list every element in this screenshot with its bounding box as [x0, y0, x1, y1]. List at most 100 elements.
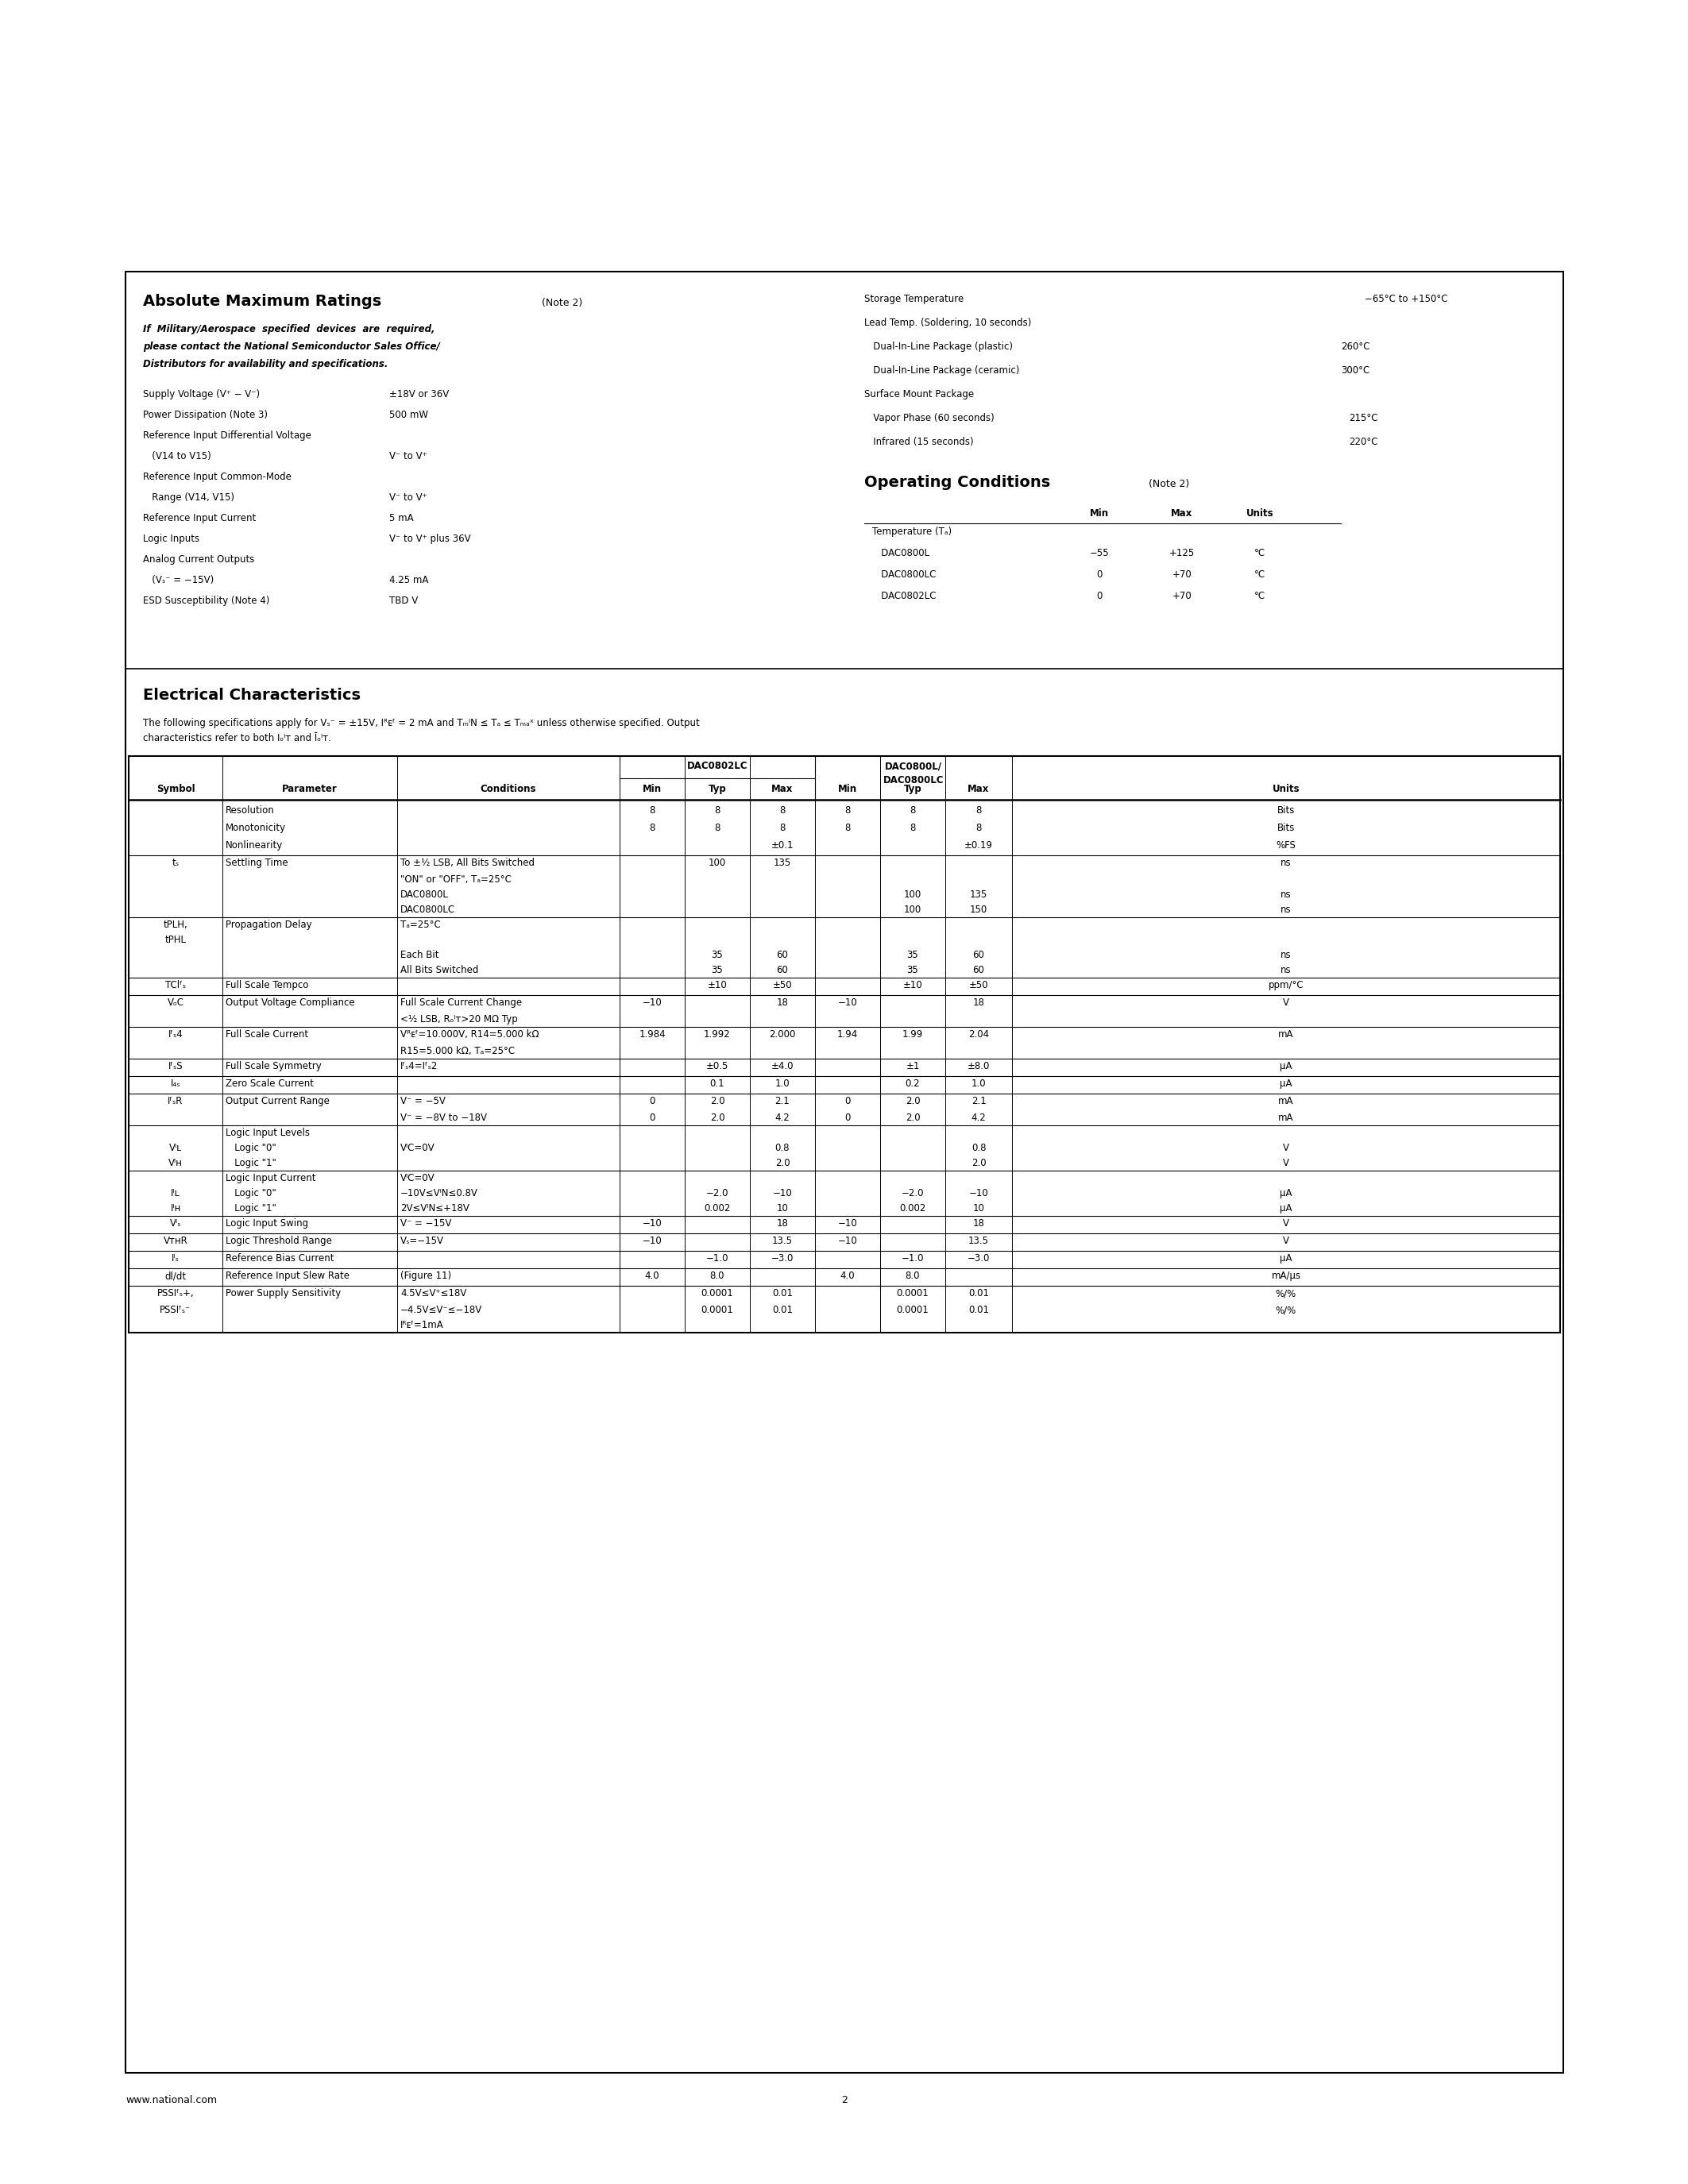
Text: 8: 8 — [650, 823, 655, 832]
Text: Output Voltage Compliance: Output Voltage Compliance — [226, 998, 354, 1007]
Text: μA: μA — [1280, 1061, 1293, 1072]
Text: 0: 0 — [650, 1096, 655, 1107]
Text: IᶠₛR: IᶠₛR — [167, 1096, 184, 1107]
Text: The following specifications apply for Vₛ⁻ = ±15V, Iᴿᴇᶠ = 2 mA and TₘᴵΝ ≤ Tₐ ≤ T: The following specifications apply for V… — [143, 719, 699, 727]
Text: mA: mA — [1278, 1112, 1293, 1123]
Text: ns: ns — [1281, 904, 1291, 915]
Text: V⁻ to V⁺ plus 36V: V⁻ to V⁺ plus 36V — [390, 533, 471, 544]
Text: Power Dissipation (Note 3): Power Dissipation (Note 3) — [143, 411, 268, 419]
Text: −2.0: −2.0 — [706, 1188, 729, 1199]
Text: μA: μA — [1280, 1079, 1293, 1090]
Text: DAC0802LC: DAC0802LC — [873, 592, 937, 601]
Text: 100: 100 — [709, 858, 726, 867]
Text: Units: Units — [1273, 784, 1300, 795]
Text: ±4.0: ±4.0 — [771, 1061, 793, 1072]
Text: 2.1: 2.1 — [775, 1096, 790, 1107]
Text: Reference Input Differential Voltage: Reference Input Differential Voltage — [143, 430, 311, 441]
Text: Storage Temperature: Storage Temperature — [864, 295, 964, 304]
Text: Iᴵʜ: Iᴵʜ — [170, 1203, 181, 1214]
Text: 1.984: 1.984 — [638, 1029, 665, 1040]
Text: ±50: ±50 — [969, 981, 989, 989]
Text: °C: °C — [1254, 570, 1266, 579]
Text: Iᴵₛ: Iᴵₛ — [172, 1254, 179, 1265]
Text: 100: 100 — [903, 904, 922, 915]
Text: If  Military/Aerospace  specified  devices  are  required,: If Military/Aerospace specified devices … — [143, 323, 436, 334]
Text: ns: ns — [1281, 950, 1291, 961]
Text: 0.8: 0.8 — [775, 1142, 790, 1153]
Text: Max: Max — [771, 784, 793, 795]
Text: −55: −55 — [1090, 548, 1109, 559]
Text: Logic Threshold Range: Logic Threshold Range — [226, 1236, 333, 1247]
Text: 2.0: 2.0 — [711, 1112, 724, 1123]
Text: 2.000: 2.000 — [770, 1029, 795, 1040]
Text: −1.0: −1.0 — [706, 1254, 729, 1265]
Text: μA: μA — [1280, 1203, 1293, 1214]
Text: ±0.19: ±0.19 — [964, 841, 993, 850]
Text: ppm/°C: ppm/°C — [1268, 981, 1303, 989]
Text: 0: 0 — [844, 1112, 851, 1123]
Text: tₛ: tₛ — [172, 858, 179, 867]
Text: "ON" or "OFF", Tₐ=25°C: "ON" or "OFF", Tₐ=25°C — [400, 874, 511, 885]
Text: 13.5: 13.5 — [969, 1236, 989, 1247]
Text: Full Scale Current: Full Scale Current — [226, 1029, 309, 1040]
Text: Vᴵʜ: Vᴵʜ — [169, 1158, 182, 1168]
Text: Iᶠₛ4: Iᶠₛ4 — [169, 1029, 182, 1040]
Text: (V14 to V15): (V14 to V15) — [143, 452, 211, 461]
Text: R15=5.000 kΩ, Tₐ=25°C: R15=5.000 kΩ, Tₐ=25°C — [400, 1046, 515, 1057]
Text: 0.0001: 0.0001 — [896, 1289, 928, 1299]
Text: DAC0800LC: DAC0800LC — [873, 570, 937, 579]
Text: please contact the National Semiconductor Sales Office/: please contact the National Semiconducto… — [143, 341, 441, 352]
Text: V⁻ to V⁺: V⁻ to V⁺ — [390, 491, 427, 502]
Text: 2: 2 — [841, 2094, 847, 2105]
Text: (Note 2): (Note 2) — [1148, 478, 1190, 489]
Text: Nonlinearity: Nonlinearity — [226, 841, 284, 850]
Text: Max: Max — [1171, 509, 1193, 518]
Text: Symbol: Symbol — [157, 784, 194, 795]
Text: Distributors for availability and specifications.: Distributors for availability and specif… — [143, 358, 388, 369]
Text: Typ: Typ — [709, 784, 726, 795]
Text: 2.0: 2.0 — [905, 1096, 920, 1107]
Text: 8.0: 8.0 — [905, 1271, 920, 1282]
Text: 18: 18 — [776, 1219, 788, 1230]
Text: Min: Min — [643, 784, 662, 795]
Text: 0.2: 0.2 — [905, 1079, 920, 1090]
Text: Supply Voltage (V⁺ − V⁻): Supply Voltage (V⁺ − V⁻) — [143, 389, 260, 400]
Text: Full Scale Symmetry: Full Scale Symmetry — [226, 1061, 321, 1072]
Text: 4.5V≤V⁺≤18V: 4.5V≤V⁺≤18V — [400, 1289, 466, 1299]
Text: 8: 8 — [714, 806, 721, 815]
Text: Temperature (Tₐ): Temperature (Tₐ) — [873, 526, 952, 537]
Text: Zero Scale Current: Zero Scale Current — [226, 1079, 314, 1090]
Text: −10: −10 — [837, 1236, 858, 1247]
Text: Tₐ=25°C: Tₐ=25°C — [400, 919, 441, 930]
Text: ±8.0: ±8.0 — [967, 1061, 989, 1072]
Text: 220°C: 220°C — [1349, 437, 1377, 448]
Text: ±18V or 36V: ±18V or 36V — [390, 389, 449, 400]
Text: (Figure 11): (Figure 11) — [400, 1271, 451, 1282]
Text: −4.5V≤V⁻≤−18V: −4.5V≤V⁻≤−18V — [400, 1304, 483, 1315]
Text: DAC0800L/: DAC0800L/ — [885, 760, 942, 771]
Text: Logic "1": Logic "1" — [226, 1158, 277, 1168]
Text: DAC0800LC: DAC0800LC — [400, 904, 456, 915]
Text: 1.94: 1.94 — [837, 1029, 858, 1040]
Text: 1.0: 1.0 — [971, 1079, 986, 1090]
Text: −3.0: −3.0 — [771, 1254, 793, 1265]
Text: mA/μs: mA/μs — [1271, 1271, 1301, 1282]
Text: 2V≤VᴵΝ≤+18V: 2V≤VᴵΝ≤+18V — [400, 1203, 469, 1214]
Text: −10: −10 — [837, 998, 858, 1007]
Bar — [125, 271, 1563, 2073]
Text: 8: 8 — [780, 806, 785, 815]
Text: 60: 60 — [776, 950, 788, 961]
Text: 4.2: 4.2 — [775, 1112, 790, 1123]
Text: ±0.5: ±0.5 — [706, 1061, 729, 1072]
Text: 10: 10 — [972, 1203, 984, 1214]
Text: 1.99: 1.99 — [903, 1029, 923, 1040]
Text: 18: 18 — [972, 1219, 984, 1230]
Text: 8: 8 — [844, 823, 851, 832]
Text: μA: μA — [1280, 1254, 1293, 1265]
Text: DAC0800L: DAC0800L — [873, 548, 930, 559]
Text: −10: −10 — [643, 1236, 662, 1247]
Text: VₒC: VₒC — [167, 998, 184, 1007]
Text: %/%: %/% — [1276, 1304, 1296, 1315]
Text: 8: 8 — [976, 823, 982, 832]
Text: <½ LSB, Rₒᴵᴛ>20 MΩ Typ: <½ LSB, Rₒᴵᴛ>20 MΩ Typ — [400, 1013, 518, 1024]
